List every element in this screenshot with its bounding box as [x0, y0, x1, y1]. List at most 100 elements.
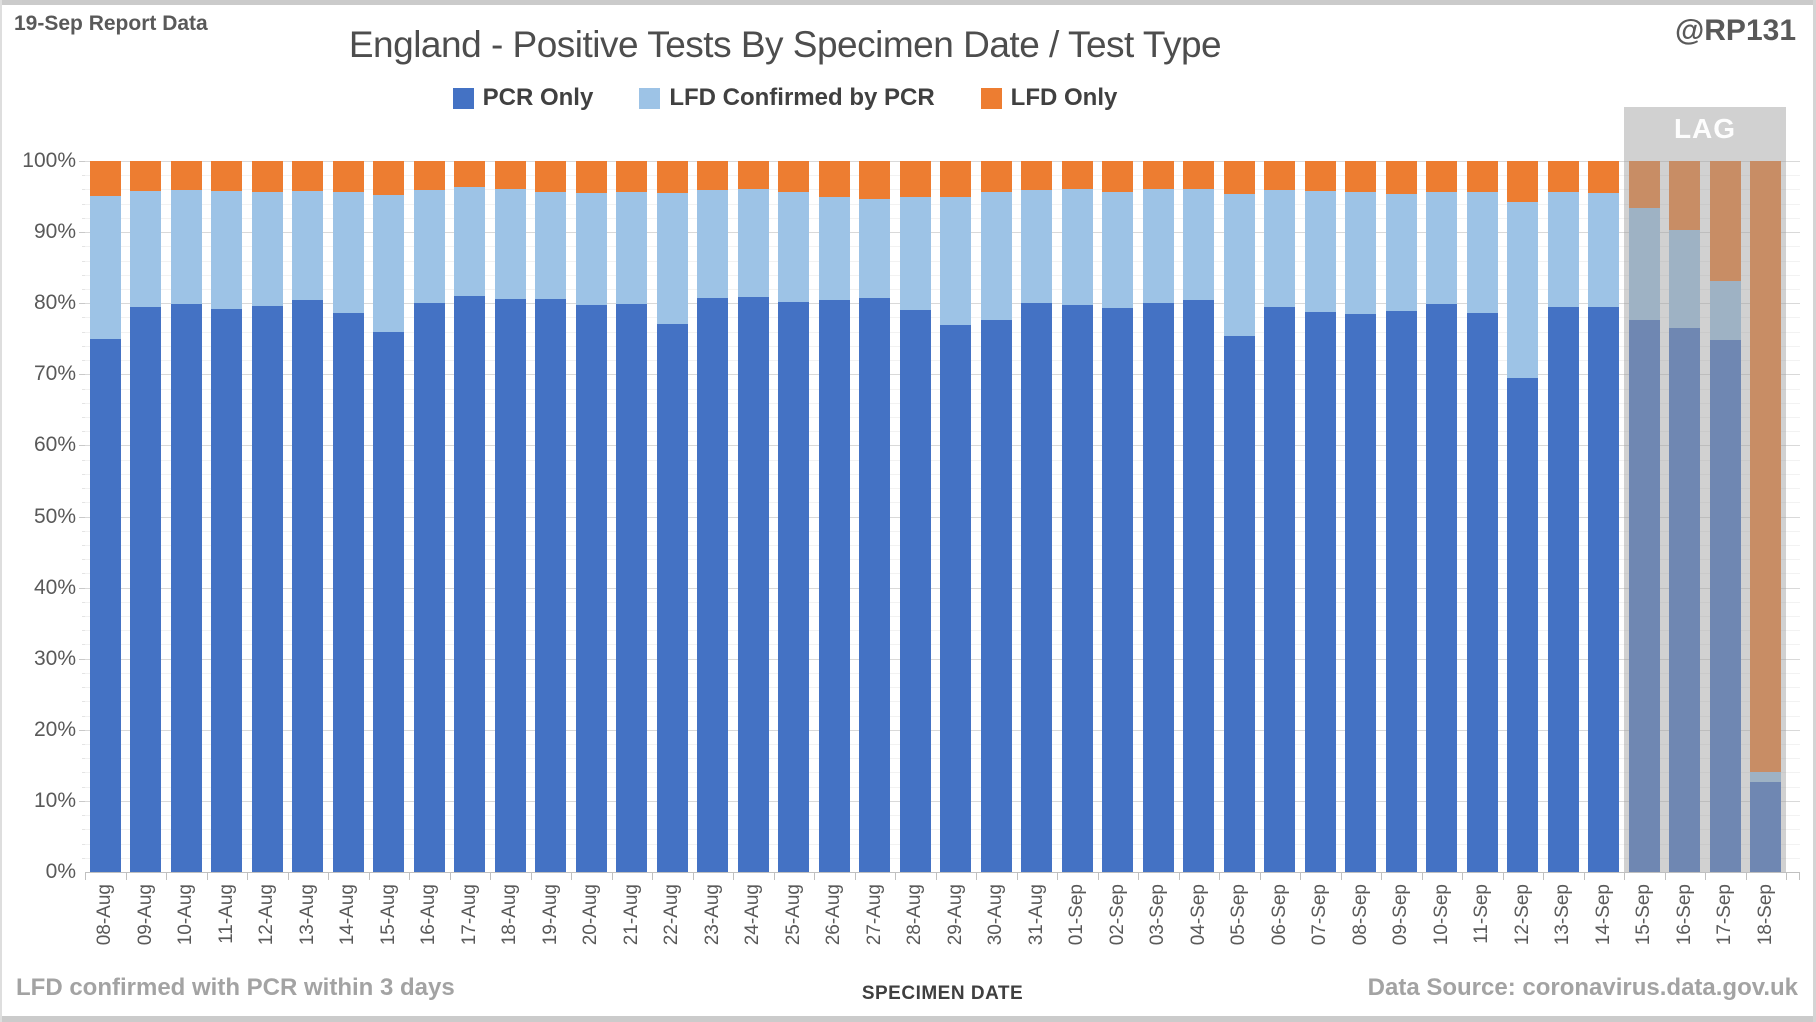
bar-segment-lfd-confirmed-by-pcr — [1750, 771, 1782, 783]
y-axis-tick-minor — [82, 416, 85, 418]
y-axis-tick-label: 80% — [33, 291, 76, 315]
bar-segment-pcr-only — [1588, 306, 1620, 872]
bar-segment-pcr-only — [535, 298, 567, 872]
bar-segment-pcr-only — [251, 306, 283, 872]
bar-segment-pcr-only — [89, 338, 121, 872]
chart-legend: PCR Only LFD Confirmed by PCR LFD Only — [85, 86, 1485, 110]
x-axis-category-label: 18-Aug — [499, 884, 521, 946]
x-axis-tick — [571, 872, 572, 880]
bar-segment-lfd-only — [494, 161, 526, 190]
x-axis-line — [85, 872, 1800, 873]
x-axis-tick — [895, 872, 896, 880]
y-axis-tick-minor — [82, 687, 85, 689]
bar-segment-lfd-confirmed-by-pcr — [251, 191, 283, 307]
y-axis-tick-minor — [82, 644, 85, 646]
bar-segment-lfd-confirmed-by-pcr — [1142, 189, 1174, 304]
x-axis-category-label: 29-Aug — [944, 884, 966, 946]
x-axis-tick — [611, 872, 613, 880]
x-axis-tick — [1016, 872, 1018, 880]
x-axis-category-label: 27-Aug — [863, 884, 885, 946]
bar-segment-lfd-only — [89, 161, 121, 196]
y-axis-tick-minor — [82, 786, 85, 788]
x-axis-tick — [287, 872, 289, 880]
legend-item-label: LFD Only — [1010, 84, 1118, 111]
y-axis-tick-minor — [82, 345, 85, 347]
bar-segment-lfd-confirmed-by-pcr — [1345, 191, 1377, 314]
bar-segment-lfd-confirmed-by-pcr — [778, 192, 810, 302]
bar-segment-lfd-confirmed-by-pcr — [1669, 229, 1701, 329]
x-axis-category-label: 19-Aug — [539, 884, 561, 946]
y-axis-tick-minor — [82, 217, 85, 219]
x-axis-tick — [409, 872, 410, 880]
y-axis-tick-minor — [82, 701, 85, 703]
x-axis-tick — [1664, 872, 1666, 880]
y-axis-tick-minor — [82, 857, 85, 859]
bar-segment-lfd-only — [373, 161, 405, 196]
bar-segment-lfd-confirmed-by-pcr — [656, 193, 688, 324]
bar-segment-pcr-only — [1142, 303, 1174, 872]
x-axis-tick — [368, 872, 370, 880]
x-axis-tick — [652, 872, 653, 880]
bar-segment-lfd-only — [413, 161, 445, 191]
bar-segment-lfd-confirmed-by-pcr — [535, 191, 567, 299]
bar-segment-pcr-only — [1061, 304, 1093, 872]
x-axis-tick — [1543, 872, 1544, 880]
x-axis-tick — [733, 872, 734, 880]
x-axis-tick — [1421, 872, 1423, 880]
x-axis-tick — [1340, 872, 1342, 880]
x-axis-tick — [854, 872, 856, 880]
y-axis-tick-minor — [82, 829, 85, 831]
x-axis-category-label: 21-Aug — [620, 884, 642, 946]
bar-segment-lfd-only — [1628, 161, 1660, 208]
x-axis-tick — [1178, 872, 1180, 880]
bar-segment-lfd-only — [1142, 161, 1174, 190]
x-axis-tick — [1138, 872, 1139, 880]
bar-segment-lfd-only — [859, 161, 891, 200]
bar-segment-lfd-only — [251, 161, 283, 192]
bar-segment-lfd-confirmed-by-pcr — [292, 190, 324, 301]
bar-segment-lfd-confirmed-by-pcr — [1264, 190, 1296, 307]
y-axis-tick-minor — [82, 246, 85, 248]
y-axis-tick-label: 40% — [33, 575, 76, 599]
bar-segment-pcr-only — [778, 301, 810, 872]
y-axis-tick-minor — [82, 573, 85, 575]
x-axis-tick — [1219, 872, 1220, 880]
x-axis-tick — [1705, 872, 1706, 880]
y-axis-tick-minor — [82, 331, 85, 333]
legend-swatch-icon — [980, 87, 1002, 109]
bar-segment-lfd-confirmed-by-pcr — [1021, 190, 1053, 303]
lag-overlay: LAG — [1624, 107, 1786, 872]
bar-segment-pcr-only — [940, 325, 972, 872]
bar-segment-lfd-confirmed-by-pcr — [413, 190, 445, 303]
bar-segment-pcr-only — [737, 296, 769, 872]
bar-segment-lfd-confirmed-by-pcr — [1547, 192, 1579, 308]
x-axis-tick — [206, 872, 208, 880]
x-axis-category-label: 17-Aug — [458, 884, 480, 946]
y-axis-tick-minor — [82, 459, 85, 461]
x-axis-tick — [490, 872, 491, 880]
bar-segment-lfd-only — [1426, 161, 1458, 193]
y-axis-tick-minor — [82, 744, 85, 746]
bar-segment-lfd-confirmed-by-pcr — [373, 195, 405, 332]
x-axis-tick — [1502, 872, 1504, 880]
bar-segment-lfd-confirmed-by-pcr — [89, 195, 121, 339]
bar-segment-pcr-only — [616, 303, 648, 872]
bar-segment-lfd-only — [211, 161, 243, 191]
x-axis-category-label: 30-Aug — [985, 884, 1007, 946]
bar-segment-pcr-only — [980, 320, 1012, 872]
legend-item-label: LFD Confirmed by PCR — [669, 84, 935, 111]
author-handle: @RP131 — [1675, 14, 1796, 47]
bar-segment-lfd-only — [616, 161, 648, 193]
y-axis-tick-minor — [82, 317, 85, 319]
bar-segment-lfd-confirmed-by-pcr — [1466, 191, 1498, 314]
bar-segment-lfd-confirmed-by-pcr — [170, 190, 202, 304]
y-axis-tick-minor — [82, 772, 85, 774]
bar-segment-lfd-only — [1304, 161, 1336, 191]
bar-segment-lfd-confirmed-by-pcr — [1628, 207, 1660, 321]
bar-segment-pcr-only — [373, 331, 405, 872]
bar-segment-pcr-only — [1102, 308, 1134, 872]
bar-segment-lfd-only — [899, 161, 931, 197]
bar-segment-pcr-only — [899, 309, 931, 872]
footnote: LFD confirmed with PCR within 3 days — [16, 974, 455, 1001]
y-axis-tick-minor — [82, 502, 85, 504]
